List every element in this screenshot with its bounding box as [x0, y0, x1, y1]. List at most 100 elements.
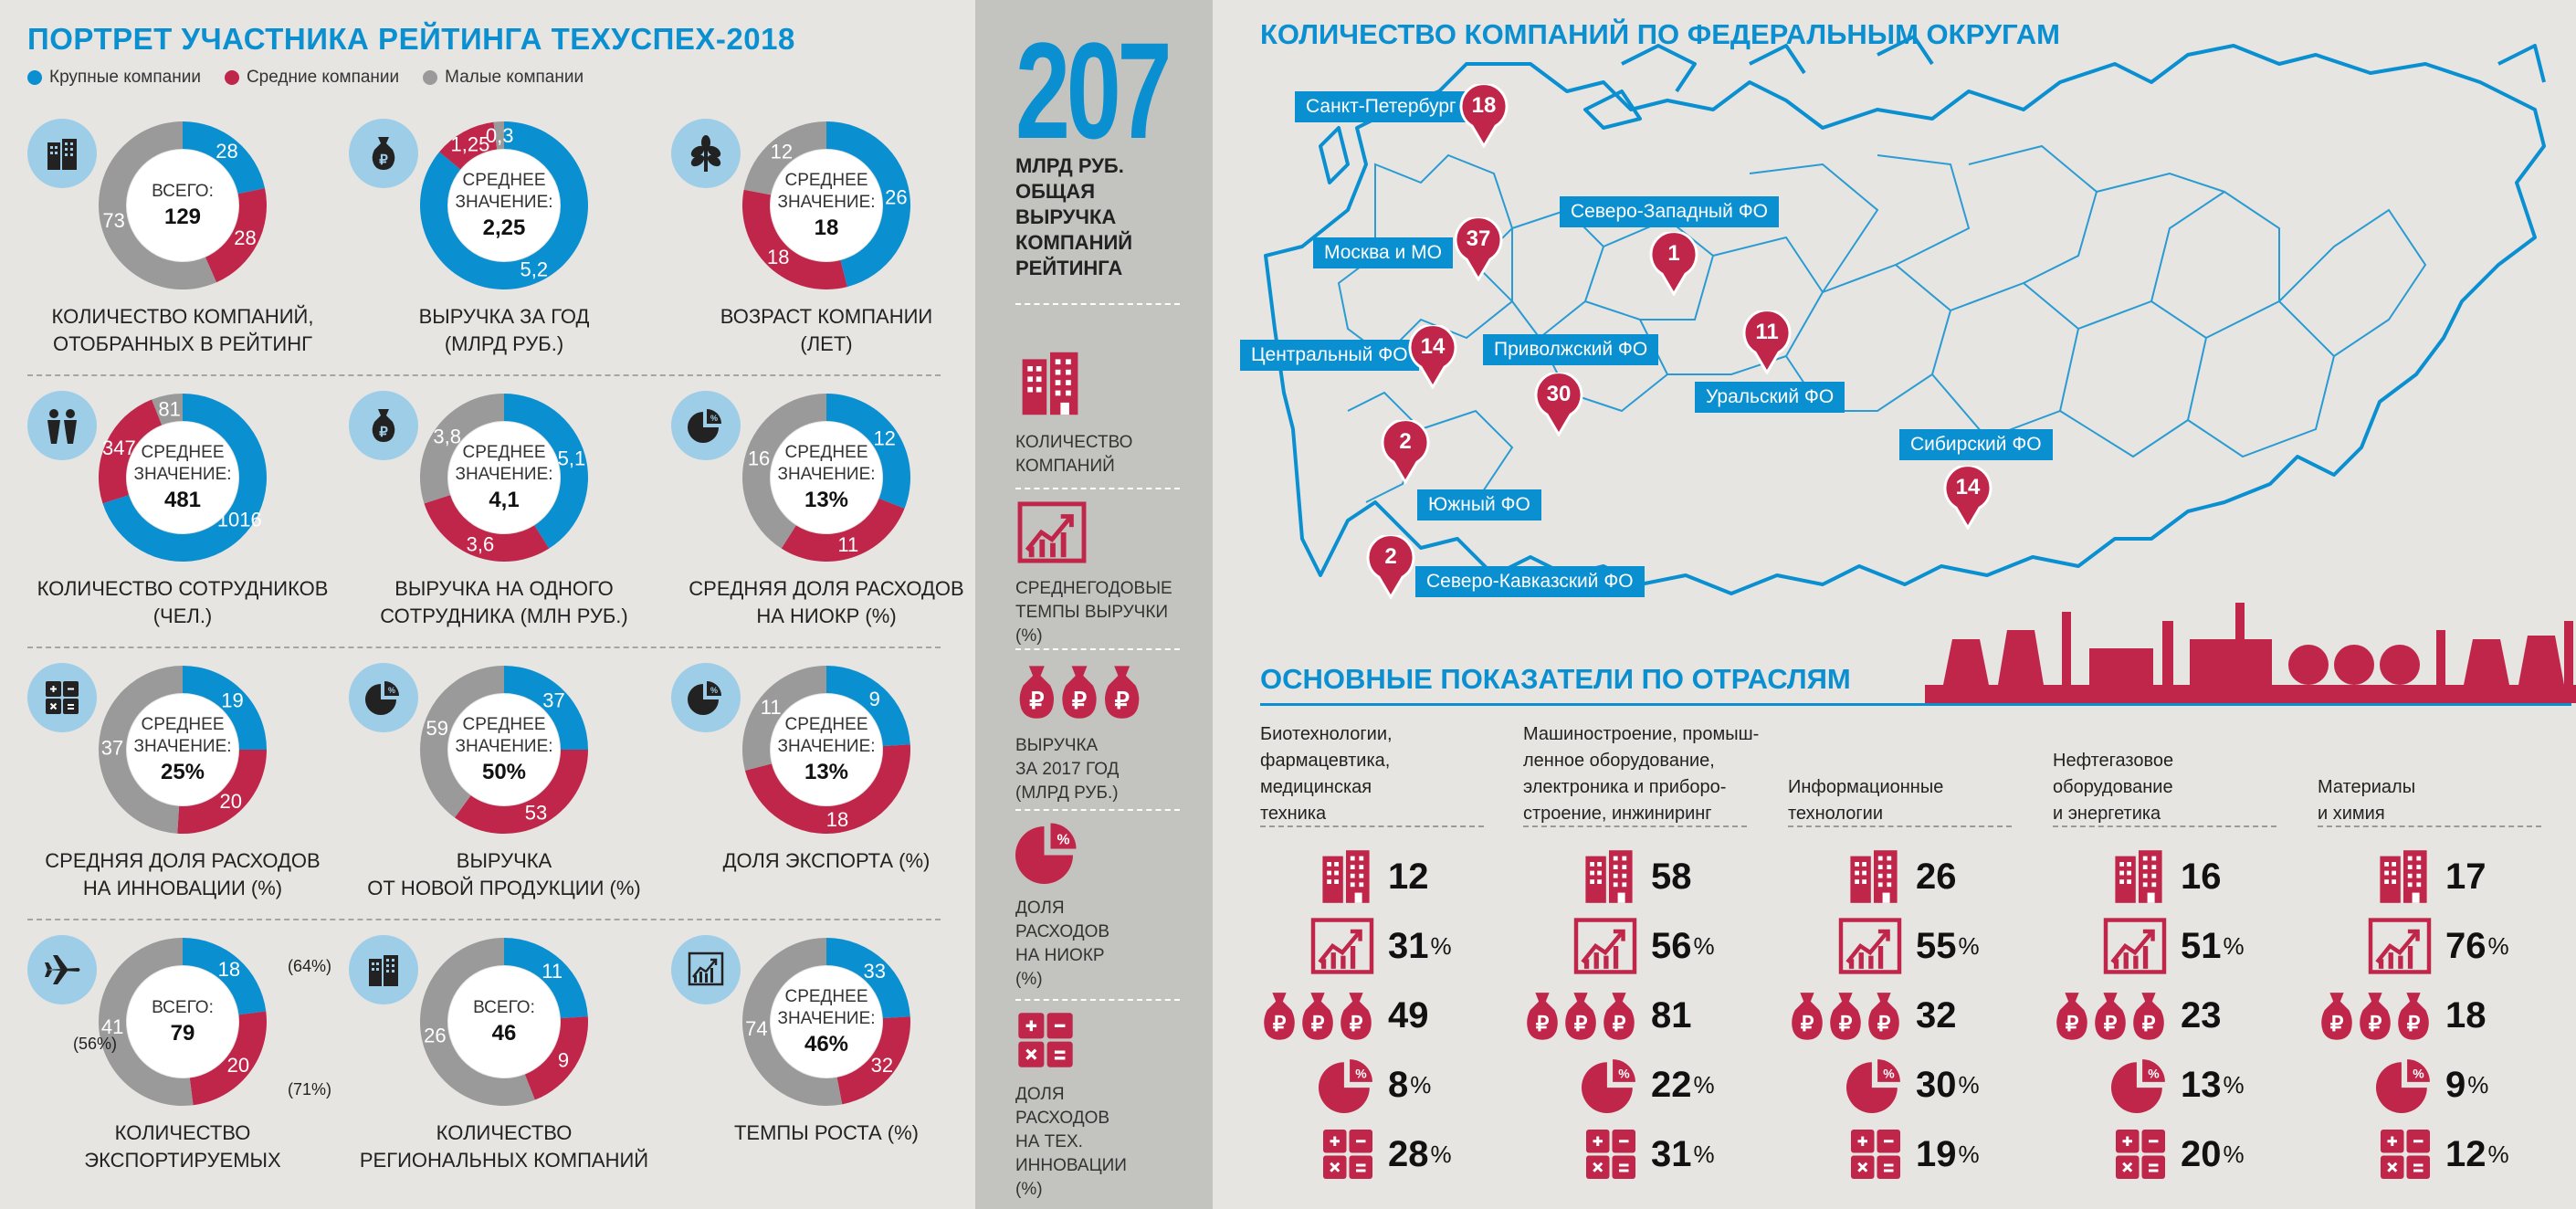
- donut-center-caption: СРЕДНЕЕ: [462, 171, 545, 190]
- sector-name-line: [1788, 748, 2035, 774]
- map-pin-icon: [1454, 217, 1503, 281]
- region-label: Сибирский ФО: [1899, 429, 2053, 460]
- donut-center-caption: СРЕДНЕЕ: [784, 443, 867, 462]
- map-pin-icon: [1459, 84, 1509, 148]
- sector-metric-revenue: 32: [1788, 983, 1957, 1047]
- donut-caption: КОЛИЧЕСТВО СОТРУДНИКОВ (ЧЕЛ.): [27, 575, 338, 630]
- legend-text: ВЫРУЧКА: [1015, 736, 1099, 755]
- building-badge: [349, 935, 418, 1004]
- donut-value-small: 81: [158, 397, 180, 420]
- sector-name-line: техника: [1260, 804, 1327, 824]
- money-bags-icon: [2053, 989, 2168, 1042]
- donut-segment-small: [99, 938, 194, 1106]
- donut-caption-line: ЭКСПОРТИРУЕМЫХ: [84, 1149, 281, 1172]
- metric-value: 26: [1916, 856, 1957, 897]
- donut-value-large: 19: [221, 689, 243, 712]
- metric-value: 19: [1916, 1133, 1957, 1174]
- donut-center-caption: СРЕДНЕЕ: [462, 715, 545, 734]
- sector-name-line: оборудование: [2053, 777, 2173, 797]
- donut-chart: 26 18 12 СРЕДНЕЕ ЗНАЧЕНИЕ: 18 ВОЗРАСТ КОМПАНИИ…: [671, 110, 982, 374]
- pin-value: 11: [1755, 320, 1779, 344]
- sector-name-line: медицинская: [1260, 777, 1372, 797]
- sector-name-line: Машиностроение, промыш-: [1523, 724, 1760, 744]
- metric-value: 17: [2445, 856, 2487, 897]
- metric-icon-wrap: [1788, 847, 1916, 906]
- sector-column: Нефтегазовое оборудование и энергетика 16 51…: [2053, 721, 2299, 1196]
- pin-value: 18: [1471, 93, 1497, 118]
- donut-center-caption: ЗНАЧЕНИЕ:: [133, 737, 231, 756]
- map-pin: 2: [1366, 535, 1415, 599]
- legend-text: НА ТЕХ.: [1015, 1132, 1083, 1151]
- donut-caption: ДОЛЯ ЭКСПОРТА (%): [671, 847, 982, 875]
- metric-icon-wrap: [2053, 847, 2181, 906]
- sector-name-line: Нефтегазовое: [2053, 751, 2174, 771]
- donut-value-small: 0,3: [486, 124, 514, 147]
- donut-caption-line: КОЛИЧЕСТВО: [436, 1121, 573, 1144]
- percent-sign: %: [1693, 1140, 1715, 1168]
- metric-icon-wrap: [1788, 1127, 1916, 1182]
- pie-percent-icon: [2376, 1059, 2430, 1113]
- legend-dot-medium: [224, 70, 239, 85]
- region-label: Санкт-Петербург: [1295, 91, 1467, 122]
- donut-caption-line: (МЛРД РУБ.): [444, 332, 564, 355]
- building-icon: [1585, 850, 1633, 903]
- donut-caption: ТЕМПЫ РОСТА (%): [671, 1120, 982, 1147]
- legend-item-medium: Средние компании: [224, 68, 399, 88]
- percent-sign: %: [2467, 1070, 2489, 1099]
- legend-label-small: Малые компании: [445, 68, 584, 87]
- donut-center-caption: ЗНАЧЕНИЕ:: [777, 1009, 875, 1028]
- donut-segment-large: [826, 394, 910, 509]
- metric-icon-wrap: [1523, 1057, 1651, 1113]
- percent-sign: %: [1693, 1070, 1715, 1099]
- donut-segment-small: [152, 394, 183, 426]
- portrait-title: ПОРТРЕТ УЧАСТНИКА РЕЙТИНГА ТЕХУСПЕХ-2018: [27, 22, 795, 56]
- metric-icon-wrap: [1788, 989, 1916, 1042]
- map-pin: 18: [1459, 84, 1509, 148]
- donut-caption: ВОЗРАСТ КОМПАНИИ (ЛЕТ): [671, 303, 982, 358]
- calculator-icon: [1849, 1128, 1902, 1181]
- donut-chart: 19 20 37 СРЕДНЕЕ ЗНАЧЕНИЕ: 25% СРЕДНЯЯ ДОЛЯ РА…: [27, 654, 338, 919]
- legend-text: ИННОВАЦИИ: [1015, 1156, 1127, 1175]
- donut-segment-large: [826, 121, 911, 288]
- building-icon: [1850, 850, 1898, 903]
- donut-value-medium: 28: [234, 226, 256, 249]
- metric-value: 16: [2181, 856, 2222, 897]
- sector-name-line: ленное оборудование,: [1523, 751, 1715, 771]
- metric-icon-wrap: [1260, 1057, 1388, 1113]
- percent-sign: %: [1958, 1070, 1980, 1099]
- legend-dot-large: [27, 70, 42, 85]
- sector-metric-rnd: 13%: [2053, 1053, 2245, 1117]
- percent-sign: %: [2487, 1140, 2509, 1168]
- legend-text: КОМПАНИЙ: [1015, 457, 1115, 476]
- percent-sign: %: [2223, 1140, 2245, 1168]
- portrait-panel: ПОРТРЕТ УЧАСТНИКА РЕЙТИНГА ТЕХУСПЕХ-2018…: [0, 0, 975, 1209]
- percent-sign: %: [1430, 1140, 1452, 1168]
- donut-value-small: 41: [101, 1015, 123, 1038]
- sector-column: Материалы и химия 17 76% 18 9% 12%: [2318, 721, 2564, 1196]
- donut-segment-large: [504, 666, 588, 750]
- donut-caption-line: ОТ НОВОЙ ПРОДУКЦИИ (%): [367, 877, 641, 899]
- legend-text: РАСХОДОВ: [1015, 1109, 1110, 1128]
- metric-icon-wrap: [2318, 917, 2445, 975]
- sector-metric-companies: 12: [1260, 845, 1429, 909]
- map-pin-icon: [1408, 325, 1457, 389]
- money-bag-badge: [349, 391, 418, 460]
- percent-sign: %: [1693, 931, 1715, 960]
- percent-sign: %: [2223, 931, 2245, 960]
- money-bags-icon: [1260, 989, 1375, 1042]
- donut-caption: КОЛИЧЕСТВО КОМПАНИЙ, ОТОБРАННЫХ В РЕЙТИНГ: [27, 303, 338, 358]
- growth-chart-icon: [1837, 917, 1903, 975]
- row-divider: [27, 374, 941, 376]
- people-badge: [27, 391, 97, 460]
- donut-caption-line: ВЫРУЧКА НА ОДНОГО: [394, 577, 614, 600]
- donut-chart: 11 9 26 ВСЕГО: 46 КОЛИЧЕСТВО РЕГИОНАЛЬНЫХ КОМП…: [349, 926, 659, 1191]
- donut-value-large: 26: [885, 185, 907, 208]
- money-bags-icon: [1788, 989, 1903, 1042]
- metric-icon-wrap: [2053, 1127, 2181, 1182]
- caption-line: КОМПАНИЙ: [1015, 231, 1133, 254]
- donut-caption-line: (ЛЕТ): [800, 332, 853, 355]
- pie-percent-badge: [671, 391, 741, 460]
- map-pin: 1: [1649, 232, 1698, 296]
- money-bag-icon: [372, 409, 395, 442]
- sector-name-line: [2318, 721, 2564, 748]
